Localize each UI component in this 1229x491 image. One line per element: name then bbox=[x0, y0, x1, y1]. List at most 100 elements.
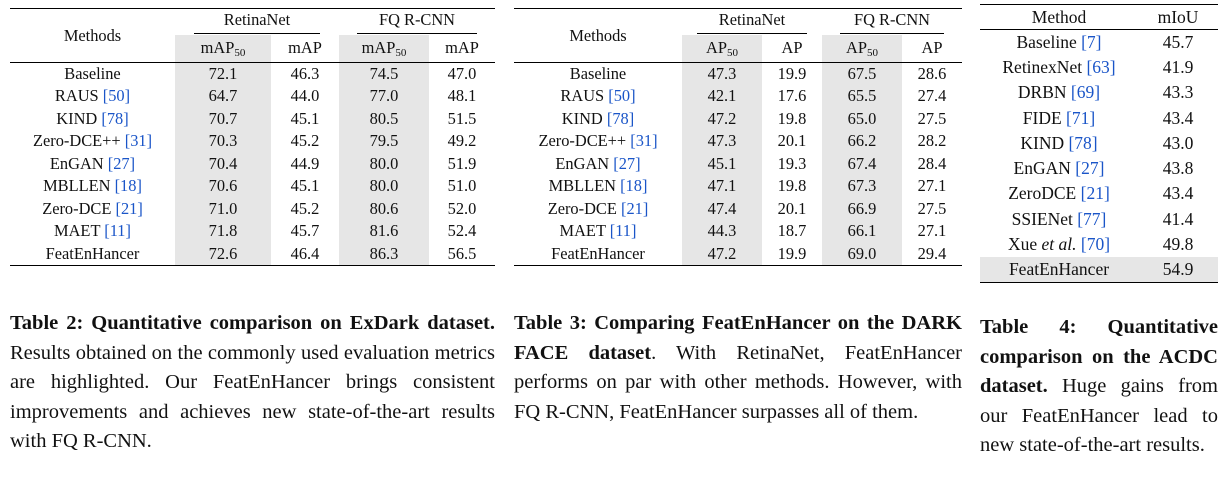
table-3-grid: Methods RetinaNet FQ R-CNN AP50 AP AP50 … bbox=[514, 8, 962, 266]
value-cell: 27.4 bbox=[917, 86, 947, 106]
value-cell: 45.7 bbox=[1162, 31, 1194, 52]
value-cell: 43.4 bbox=[1162, 183, 1194, 204]
value-cell: 28.2 bbox=[917, 131, 947, 151]
value-cell: 41.9 bbox=[1162, 56, 1194, 77]
value-cell: 29.4 bbox=[917, 243, 947, 263]
citation-link[interactable]: [27] bbox=[107, 153, 136, 173]
citation-link[interactable]: [78] bbox=[1068, 132, 1098, 153]
method-name: MBLLEN [18] bbox=[548, 176, 648, 196]
table-row: Zero-DCE++ [31] 70.3 45.2 79.5 49.2 bbox=[10, 130, 495, 153]
table-4-caption: Table 4: Quantitative comparison on the … bbox=[980, 313, 1218, 461]
map-header: mAP bbox=[288, 38, 322, 58]
value-cell: 17.6 bbox=[777, 86, 807, 106]
table-row: RAUS [50] 42.1 17.6 65.5 27.4 bbox=[514, 85, 962, 108]
citation-link[interactable]: [21] bbox=[620, 198, 649, 218]
value-cell: 52.0 bbox=[447, 198, 477, 218]
value-cell: 47.3 bbox=[682, 130, 762, 153]
citation-link[interactable]: [7] bbox=[1081, 31, 1102, 52]
citation-link[interactable]: [50] bbox=[608, 86, 636, 106]
method-name: FeatEnHancer bbox=[1008, 259, 1110, 280]
map50-header: mAP50 bbox=[339, 34, 429, 63]
citation-link[interactable]: [27] bbox=[1075, 158, 1105, 179]
method-header: Method bbox=[1031, 6, 1087, 27]
method-name: SSIENet [77] bbox=[1011, 208, 1107, 229]
value-cell: 72.1 bbox=[175, 62, 271, 85]
table-row: SSIENet [77] 41.4 bbox=[980, 207, 1218, 232]
citation-link[interactable]: [31] bbox=[630, 131, 658, 151]
citation-link[interactable]: [11] bbox=[609, 221, 637, 241]
value-cell: 81.6 bbox=[339, 220, 429, 243]
table-row: EnGAN [27] 70.4 44.9 80.0 51.9 bbox=[10, 152, 495, 175]
citation-link[interactable]: [70] bbox=[1080, 234, 1111, 255]
method-name: Baseline bbox=[569, 64, 627, 83]
table-row: RetinexNet [63] 41.9 bbox=[980, 55, 1218, 80]
method-name: Baseline [7] bbox=[1016, 31, 1102, 52]
citation-link[interactable]: [11] bbox=[104, 221, 131, 241]
fqrcnn-header: FQ R-CNN bbox=[822, 9, 962, 35]
table-row: EnGAN [27] 43.8 bbox=[980, 156, 1218, 181]
citation-link[interactable]: [71] bbox=[1066, 107, 1096, 128]
table-row: FeatEnHancer 54.9 bbox=[980, 257, 1218, 283]
table-row: ZeroDCE [21] 43.4 bbox=[980, 181, 1218, 206]
retinanet-header: RetinaNet bbox=[682, 9, 822, 35]
value-cell: 66.1 bbox=[822, 220, 902, 243]
citation-link[interactable]: [78] bbox=[101, 108, 129, 128]
ap50-header: AP50 bbox=[822, 34, 902, 63]
value-cell: 42.1 bbox=[682, 85, 762, 108]
citation-link[interactable]: [21] bbox=[115, 198, 143, 218]
method-name: FIDE [71] bbox=[1022, 107, 1096, 128]
citation-link[interactable]: [50] bbox=[102, 86, 131, 106]
value-cell: 80.5 bbox=[339, 107, 429, 130]
caption-title: Table 4: Quantitative comparison on the … bbox=[980, 316, 1218, 397]
method-name: FeatEnHancer bbox=[551, 243, 645, 263]
citation-link[interactable]: [31] bbox=[124, 131, 153, 151]
value-cell: 49.2 bbox=[447, 131, 477, 151]
value-cell: 47.1 bbox=[682, 175, 762, 198]
miou-header: mIoU bbox=[1157, 6, 1199, 27]
value-cell: 51.5 bbox=[447, 108, 477, 128]
ap-header: AP bbox=[781, 38, 803, 58]
table-row: MAET [11] 44.3 18.7 66.1 27.1 bbox=[514, 220, 962, 243]
value-cell: 27.5 bbox=[917, 108, 947, 128]
table-row: Xue et al. [70] 49.8 bbox=[980, 232, 1218, 257]
table-row: KIND [78] 70.7 45.1 80.5 51.5 bbox=[10, 107, 495, 130]
value-cell: 67.3 bbox=[822, 175, 902, 198]
table-2-caption: Table 2: Quantitative comparison on ExDa… bbox=[10, 309, 495, 457]
value-cell: 48.1 bbox=[447, 86, 477, 106]
value-cell: 18.7 bbox=[777, 221, 807, 241]
value-cell: 52.4 bbox=[447, 221, 477, 241]
method-name: Zero-DCE++ [31] bbox=[538, 131, 658, 151]
value-cell: 66.9 bbox=[822, 197, 902, 220]
value-cell: 70.4 bbox=[175, 152, 271, 175]
method-name: Zero-DCE++ [31] bbox=[32, 131, 153, 151]
method-name: KIND [78] bbox=[56, 108, 129, 128]
value-cell: 28.6 bbox=[917, 64, 947, 83]
citation-link[interactable]: [21] bbox=[1080, 183, 1110, 204]
value-cell: 19.8 bbox=[777, 176, 807, 196]
citation-link[interactable]: [69] bbox=[1070, 82, 1101, 103]
value-cell: 64.7 bbox=[175, 85, 271, 108]
method-name: DRBN [69] bbox=[1017, 82, 1101, 103]
table-row: FeatEnHancer 72.6 46.4 86.3 56.5 bbox=[10, 242, 495, 265]
value-cell: 47.2 bbox=[682, 242, 762, 265]
citation-link[interactable]: [27] bbox=[613, 153, 641, 173]
value-cell: 45.1 bbox=[290, 176, 320, 196]
method-name: FeatEnHancer bbox=[45, 243, 140, 263]
value-cell: 43.0 bbox=[1162, 132, 1194, 153]
value-cell: 45.7 bbox=[290, 221, 320, 241]
map-header: mAP bbox=[445, 38, 479, 58]
value-cell: 20.1 bbox=[777, 131, 807, 151]
citation-link[interactable]: [63] bbox=[1086, 56, 1116, 77]
value-cell: 66.2 bbox=[822, 130, 902, 153]
table-row: MAET [11] 71.8 45.7 81.6 52.4 bbox=[10, 220, 495, 243]
table-2-grid: Methods RetinaNet FQ R-CNN mAP50 mAP mAP… bbox=[10, 8, 495, 266]
citation-link[interactable]: [78] bbox=[606, 108, 635, 128]
value-cell: 41.4 bbox=[1162, 208, 1194, 229]
value-cell: 46.3 bbox=[290, 64, 320, 83]
value-cell: 47.4 bbox=[682, 197, 762, 220]
method-name: EnGAN [27] bbox=[1013, 158, 1105, 179]
method-name: RetinexNet [63] bbox=[1002, 56, 1116, 77]
citation-link[interactable]: [18] bbox=[620, 176, 648, 196]
citation-link[interactable]: [18] bbox=[114, 176, 142, 196]
citation-link[interactable]: [77] bbox=[1077, 208, 1107, 229]
